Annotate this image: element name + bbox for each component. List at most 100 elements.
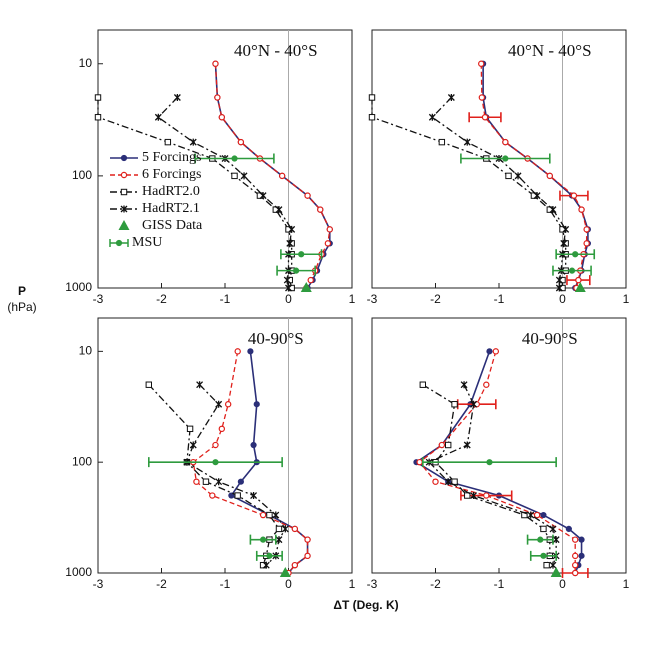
marker bbox=[291, 525, 299, 533]
x-tick-label: -2 bbox=[156, 292, 167, 306]
y-tick-label: 100 bbox=[72, 454, 92, 468]
marker bbox=[578, 536, 585, 543]
marker bbox=[432, 478, 439, 485]
y-tick-label: 10 bbox=[79, 56, 93, 70]
legend-label: 5 Forcings bbox=[142, 150, 202, 165]
marker bbox=[298, 251, 305, 258]
marker bbox=[304, 192, 311, 199]
marker bbox=[572, 569, 579, 577]
marker bbox=[212, 459, 219, 466]
marker bbox=[505, 172, 512, 180]
profile-line bbox=[214, 63, 331, 289]
y-axis-label: P bbox=[18, 284, 26, 298]
marker bbox=[266, 552, 273, 559]
legend-marker bbox=[120, 205, 128, 213]
marker bbox=[214, 94, 221, 101]
marker bbox=[540, 525, 547, 533]
marker bbox=[572, 251, 579, 258]
marker bbox=[444, 478, 452, 486]
marker bbox=[94, 114, 102, 121]
marker bbox=[483, 381, 490, 388]
x-tick-label: 1 bbox=[349, 577, 356, 591]
legend-label: HadRT2.0 bbox=[142, 184, 200, 199]
marker bbox=[565, 525, 572, 533]
legend-marker bbox=[118, 220, 130, 230]
marker bbox=[527, 511, 535, 519]
marker bbox=[470, 492, 478, 500]
x-tick-label: -3 bbox=[93, 577, 104, 591]
marker bbox=[275, 525, 283, 533]
marker bbox=[445, 441, 452, 449]
marker bbox=[262, 561, 270, 569]
marker bbox=[533, 192, 541, 200]
marker bbox=[259, 511, 267, 519]
x-tick-label: -3 bbox=[367, 577, 378, 591]
profile-line bbox=[418, 351, 576, 573]
legend-label: GISS Data bbox=[142, 218, 203, 233]
marker bbox=[451, 478, 458, 485]
marker bbox=[324, 240, 332, 247]
marker bbox=[540, 552, 547, 559]
marker bbox=[514, 172, 522, 180]
panel-title: 40°N - 40°S bbox=[234, 41, 318, 60]
marker bbox=[189, 138, 197, 146]
x-tick-label: -1 bbox=[494, 292, 505, 306]
marker bbox=[231, 155, 238, 162]
marker bbox=[416, 458, 423, 466]
marker bbox=[549, 206, 557, 214]
marker bbox=[266, 511, 273, 519]
marker bbox=[300, 282, 312, 292]
marker bbox=[285, 284, 292, 292]
marker bbox=[555, 284, 563, 292]
marker bbox=[304, 536, 311, 543]
legend-label: 6 Forcings bbox=[142, 167, 202, 182]
marker bbox=[438, 441, 446, 449]
marker bbox=[562, 225, 570, 233]
marker bbox=[215, 478, 223, 486]
marker bbox=[317, 206, 324, 213]
marker bbox=[451, 401, 458, 408]
marker bbox=[463, 441, 471, 449]
x-tick-label: -1 bbox=[220, 292, 231, 306]
marker bbox=[259, 192, 267, 200]
x-tick-label: -1 bbox=[220, 577, 231, 591]
marker bbox=[193, 478, 200, 485]
marker bbox=[250, 441, 257, 449]
marker bbox=[164, 138, 172, 146]
x-tick-label: 1 bbox=[623, 292, 630, 306]
marker bbox=[215, 400, 223, 408]
x-tick-label: -1 bbox=[494, 577, 505, 591]
panel-frame bbox=[97, 317, 353, 574]
marker bbox=[283, 276, 291, 284]
marker bbox=[234, 492, 241, 499]
marker bbox=[279, 567, 291, 577]
marker bbox=[275, 206, 283, 214]
marker bbox=[460, 381, 468, 389]
marker bbox=[464, 492, 471, 499]
marker bbox=[237, 478, 244, 485]
marker bbox=[533, 511, 541, 519]
x-tick-label: -2 bbox=[430, 577, 441, 591]
marker bbox=[438, 138, 446, 146]
marker bbox=[572, 552, 579, 560]
marker bbox=[212, 60, 219, 67]
marker bbox=[154, 113, 162, 121]
marker bbox=[231, 172, 238, 180]
legend-marker bbox=[120, 171, 128, 179]
marker bbox=[447, 94, 455, 102]
marker bbox=[240, 172, 248, 180]
marker bbox=[224, 401, 232, 408]
legend-marker bbox=[120, 188, 128, 196]
x-tick-label: 1 bbox=[623, 577, 630, 591]
marker bbox=[578, 206, 585, 213]
marker bbox=[209, 492, 216, 499]
y-tick-label: 1000 bbox=[65, 565, 92, 579]
y-tick-label: 100 bbox=[72, 168, 92, 182]
panel-title: 40°N - 40°S bbox=[508, 41, 592, 60]
marker bbox=[286, 239, 294, 247]
legend-marker bbox=[120, 154, 128, 162]
marker bbox=[470, 400, 478, 408]
x-axis-label: ΔT (Deg. K) bbox=[333, 598, 398, 612]
x-tick-label: -3 bbox=[367, 292, 378, 306]
